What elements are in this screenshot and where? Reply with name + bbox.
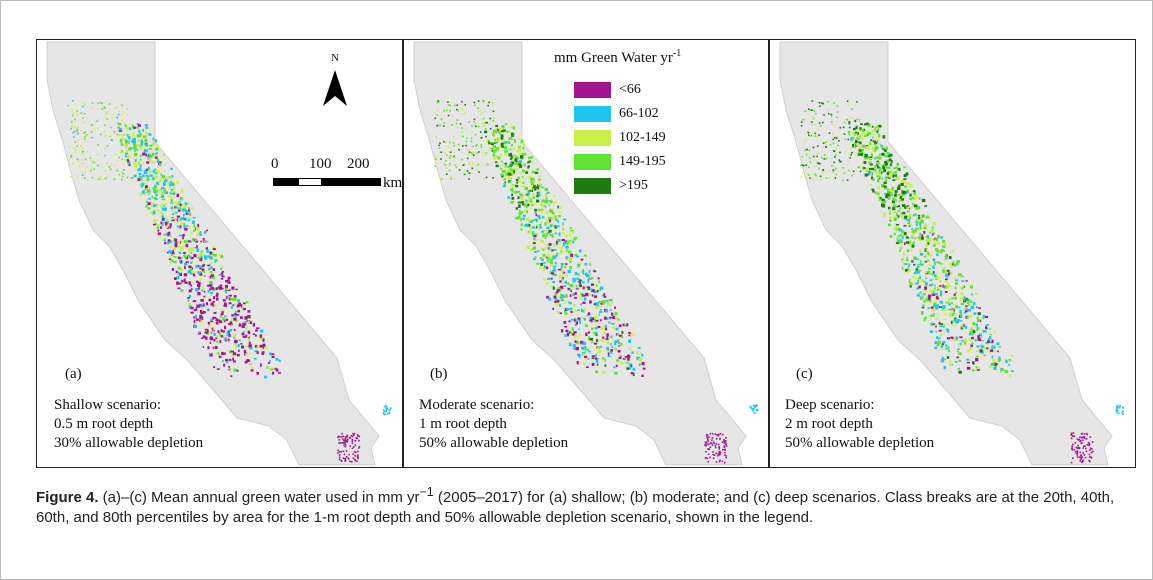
scale-tick-100: 100 (309, 156, 332, 172)
scenario-name-a: Shallow scenario: (54, 397, 162, 413)
legend-title: mm Green Water yr-1 (554, 48, 768, 67)
scenario-text-a: Shallow scenario: 0.5 m root depth 30% a… (54, 396, 203, 453)
caption-sup: −1 (419, 485, 434, 499)
panel-divider-2 (768, 40, 770, 467)
panel-divider-1 (402, 40, 404, 467)
root-depth-b: 1 m root depth (419, 416, 507, 432)
legend-swatch (574, 178, 611, 194)
legend-title-text: mm Green Water yr (554, 50, 673, 66)
legend-item: 66-102 (574, 106, 659, 122)
scenario-text-c: Deep scenario: 2 m root depth 50% allowa… (785, 396, 934, 453)
legend-title-sup: -1 (672, 48, 682, 59)
scenario-name-b: Moderate scenario: (419, 397, 535, 413)
legend-swatch (574, 82, 611, 98)
depletion-c: 50% allowable depletion (785, 435, 935, 451)
panel-c: (c) Deep scenario: 2 m root depth 50% al… (770, 40, 1135, 467)
panel-b: mm Green Water yr-1 <66 66-102 102-149 1… (404, 40, 768, 467)
figure-caption: Figure 4. (a)–(c) Mean annual green wate… (36, 482, 1126, 528)
root-depth-c: 2 m root depth (785, 416, 873, 432)
legend-label: 149-195 (619, 154, 666, 169)
caption-text-1: (a)–(c) Mean annual green water used in … (98, 489, 420, 506)
scale-segment-2 (298, 178, 322, 186)
green-water-pixels (434, 100, 759, 464)
caption-text-2: (2005–2017) for (a) shallow; (b) moderat… (36, 489, 1115, 526)
legend-label: 102-149 (619, 130, 666, 145)
map-panels: N 0 100 200 km (a) Shallow scenario: 0.5… (36, 39, 1136, 468)
scale-bar: 0 100 200 km (265, 156, 402, 196)
root-depth-a: 0.5 m root depth (54, 416, 154, 432)
scale-tick-200: 200 (347, 156, 370, 172)
green-water-pixels (67, 100, 392, 463)
legend-swatch (574, 130, 611, 146)
legend-item: <66 (574, 82, 641, 98)
legend-swatch (574, 106, 611, 122)
scenario-text-b: Moderate scenario: 1 m root depth 50% al… (419, 396, 568, 453)
panel-label-c: (c) (796, 366, 813, 382)
legend-item: 102-149 (574, 130, 666, 146)
scale-segment-3 (321, 178, 381, 186)
legend-label: <66 (619, 82, 641, 97)
scale-unit: km (383, 175, 402, 191)
depletion-b: 50% allowable depletion (419, 435, 569, 451)
legend-label: 66-102 (619, 106, 659, 121)
legend-item: >195 (574, 178, 648, 194)
california-map-b (413, 41, 759, 466)
figure-label: Figure 4. (36, 489, 99, 506)
depletion-a: 30% allowable depletion (54, 435, 204, 451)
north-arrow: N (315, 52, 355, 122)
panel-label-a: (a) (65, 366, 82, 382)
legend-item: 149-195 (574, 154, 666, 170)
california-map-a (46, 41, 392, 466)
panel-label-b: (b) (430, 366, 448, 382)
legend: mm Green Water yr-1 <66 66-102 102-149 1… (554, 48, 768, 194)
panel-a: N 0 100 200 km (a) Shallow scenario: 0.5… (37, 40, 402, 467)
north-label: N (331, 52, 339, 64)
green-water-pixels (800, 100, 1125, 464)
north-arrow-icon (323, 70, 347, 106)
legend-label: >195 (619, 178, 648, 193)
scale-segment-1 (273, 178, 299, 186)
scale-tick-0: 0 (271, 156, 279, 172)
california-map-c (779, 41, 1125, 466)
legend-swatch (574, 154, 611, 170)
scenario-name-c: Deep scenario: (785, 397, 875, 413)
